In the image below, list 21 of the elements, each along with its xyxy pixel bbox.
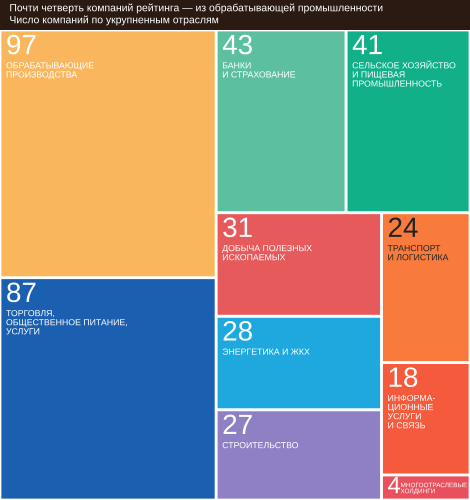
data-label: 28 bbox=[224, 321, 252, 341]
category-label: ДОБЫЧА ПОЛЕЗНЫХ ИСКОПАЕМЫХ bbox=[222, 245, 312, 260]
category-label: ТРАНСПОРТ И ЛОГИСТИКА bbox=[388, 245, 448, 260]
data-label: 41 bbox=[352, 35, 382, 54]
data-label: 18 bbox=[390, 367, 418, 388]
data-label: 43 bbox=[222, 34, 252, 54]
text: Число компаний по укрупненным отраслям bbox=[10, 16, 218, 26]
data-label: 87 bbox=[7, 282, 36, 302]
category-label: СЕЛЬСКОЕ ХОЗЯЙСТВО И ПИЩЕВАЯ ПРОМЫШЛЕННОСТЬ bbox=[352, 60, 456, 87]
category-label: ТОРГОВЛЯ, ОБЩЕСТВЕННОЕ ПИТАНИЕ, УСЛУГИ bbox=[6, 310, 127, 334]
category-label: СТРОИТЕЛЬСТВО bbox=[222, 442, 298, 448]
category-label: БАНКИ И СТРАХОВАНИЕ bbox=[222, 62, 296, 78]
data-label: 4 bbox=[388, 476, 400, 494]
category-label: ИНФОРМА- ЦИОННЫЕ УСЛУГИ И СВЯЗЬ bbox=[388, 394, 436, 428]
data-label: 27 bbox=[224, 414, 252, 434]
data-label: 31 bbox=[223, 218, 252, 238]
data-label: 24 bbox=[388, 218, 418, 237]
text: Почти четверть компаний рейтинга — из обрабатывающей промышленности bbox=[10, 4, 382, 14]
category-label: ЭНЕРГЕТИКА И ЖКХ bbox=[222, 348, 310, 355]
category-label: ОБРАБАТЫВАЮЩИЕ ПРОИЗВОДСТВА bbox=[6, 62, 94, 80]
data-label: 97 bbox=[7, 34, 36, 54]
